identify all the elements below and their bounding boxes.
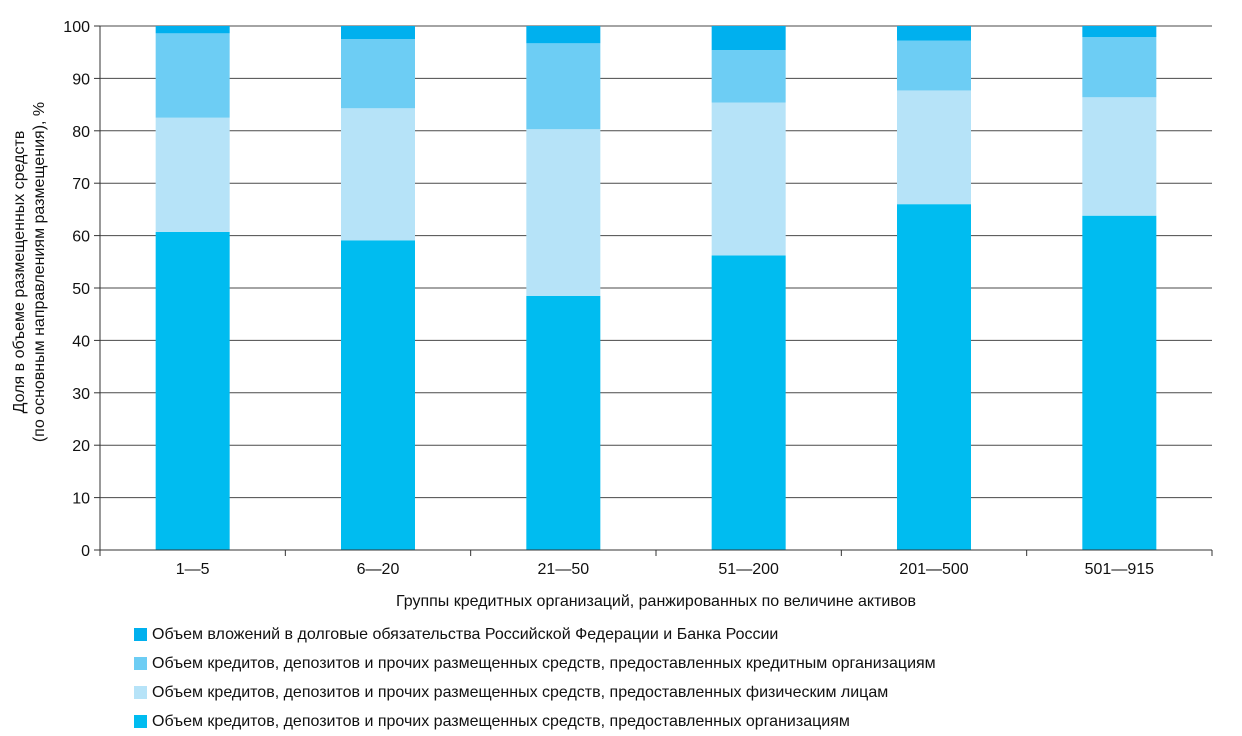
- bar-segment-0-1: [155, 117, 230, 232]
- bar-segment-4-0: [897, 204, 971, 550]
- bar-segment-2-1: [526, 129, 601, 296]
- y-axis-label-line1: Доля в объеме размещенных средств: [11, 131, 28, 414]
- legend-item: Объем кредитов, депозитов и прочих разме…: [134, 707, 936, 736]
- bar-segment-1-1: [341, 108, 415, 241]
- y-tick-label: 30: [72, 386, 90, 403]
- x-tick-label: 21—50: [538, 561, 590, 578]
- legend-item: Объем кредитов, депозитов и прочих разме…: [134, 678, 936, 707]
- bar-segment-2-3: [526, 26, 601, 44]
- y-tick-label: 10: [72, 491, 90, 508]
- bar-segment-4-3: [897, 26, 971, 41]
- y-axis-label-line2: (по основным направлениям размещения), %: [31, 102, 48, 442]
- x-axis-label: Группы кредитных организаций, ранжирован…: [396, 593, 916, 610]
- x-tick-labels: 1—5 6—20 21—50 51—200 201—500 501—915: [176, 561, 1154, 578]
- bar-segment-5-2: [1082, 37, 1157, 98]
- legend-label: Объем вложений в долговые обязательства …: [152, 625, 779, 643]
- bar-segment-0-3: [155, 26, 230, 34]
- bar-segment-3-3: [711, 26, 786, 51]
- bar-segment-1-3: [341, 26, 415, 40]
- y-tick-label: 20: [72, 438, 90, 455]
- bar-segment-1-0: [341, 240, 415, 551]
- legend-label: Объем кредитов, депозитов и прочих разме…: [152, 654, 936, 672]
- bar-segment-2-2: [526, 43, 601, 130]
- x-tick-label: 201—500: [899, 561, 968, 578]
- y-tick-label: 40: [72, 333, 90, 350]
- legend-swatch: [134, 628, 147, 641]
- legend-swatch: [134, 686, 147, 699]
- axes: [94, 25, 1213, 556]
- bar-segment-3-1: [711, 102, 786, 256]
- legend-swatch: [134, 657, 147, 670]
- legend-item: Объем кредитов, депозитов и прочих разме…: [134, 649, 936, 678]
- bar-segment-5-3: [1082, 26, 1157, 38]
- legend-label: Объем кредитов, депозитов и прочих разме…: [152, 683, 889, 701]
- bar-segment-5-1: [1082, 97, 1157, 216]
- bars: [155, 26, 1157, 551]
- bar-segment-5-0: [1082, 215, 1157, 551]
- bar-segment-0-0: [155, 231, 230, 550]
- bar-segment-4-2: [897, 40, 971, 91]
- bar-segment-4-1: [897, 90, 971, 205]
- y-tick-label: 70: [72, 176, 90, 193]
- y-tick-label: 60: [72, 229, 90, 246]
- x-tick-label: 51—200: [718, 561, 779, 578]
- legend-item: Объем вложений в долговые обязательства …: [134, 620, 936, 649]
- legend: Объем вложений в долговые обязательства …: [134, 620, 936, 736]
- y-tick-label: 0: [81, 543, 90, 560]
- gridlines: [100, 25, 1212, 499]
- bar-segment-1-2: [341, 39, 415, 109]
- y-tick-label: 80: [72, 124, 90, 141]
- x-tick-label: 6—20: [357, 561, 400, 578]
- y-tick-label: 90: [72, 71, 90, 88]
- bar-segment-0-2: [155, 33, 230, 118]
- x-tick-label: 1—5: [176, 561, 210, 578]
- legend-label: Объем кредитов, депозитов и прочих разме…: [152, 712, 850, 730]
- x-tick-label: 501—915: [1085, 561, 1154, 578]
- y-tick-labels: 0 10 20 30 40 50 60 70 80 90 100: [63, 19, 90, 560]
- bar-segment-2-0: [526, 295, 601, 550]
- legend-swatch: [134, 715, 147, 728]
- bar-segment-3-0: [711, 255, 786, 550]
- bar-segment-3-2: [711, 50, 786, 103]
- y-tick-label: 100: [63, 19, 90, 36]
- y-tick-label: 50: [72, 281, 90, 298]
